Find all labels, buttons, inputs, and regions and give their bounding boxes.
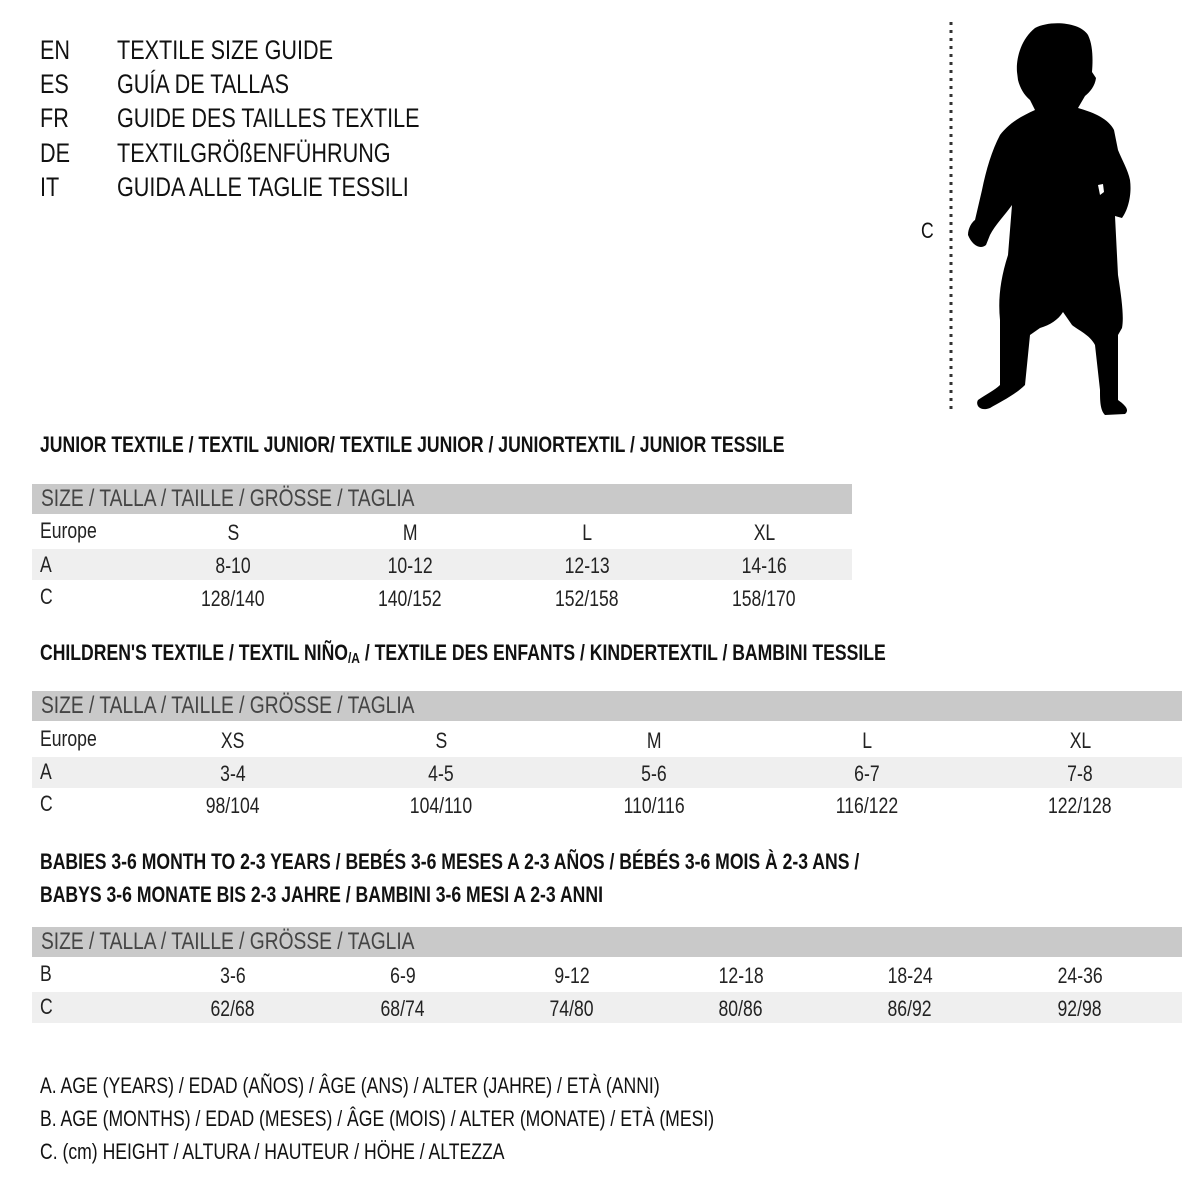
table-cell: 24-36 — [1057, 963, 1103, 988]
table-cell: 104/110 — [409, 793, 473, 818]
table-cell: 158/170 — [732, 586, 796, 611]
table-cell: 122/128 — [1048, 793, 1112, 818]
table-cell: S — [435, 728, 447, 753]
table-cell: 110/116 — [623, 793, 685, 818]
table-cell: 6-9 — [390, 963, 416, 988]
row-label: C — [40, 994, 53, 1019]
lang-code: EN — [40, 35, 71, 65]
table-cell: M — [402, 520, 418, 545]
lang-title: GUÍA DE TALLAS — [117, 69, 290, 99]
table-cell: XL — [1069, 728, 1091, 753]
table-cell: XS — [221, 728, 245, 753]
lang-code: DE — [40, 138, 71, 168]
table-cell: 6-7 — [854, 761, 880, 786]
row-label: Europe — [40, 518, 97, 543]
table-cell: 3-4 — [220, 761, 246, 786]
table-cell: 3-6 — [220, 963, 246, 988]
row-label: B — [40, 961, 52, 986]
lang-code: FR — [40, 103, 69, 133]
table-cell: 116/122 — [835, 793, 899, 818]
lang-title: GUIDE DES TAILLES TEXTILE — [117, 103, 420, 133]
lang-code: IT — [40, 172, 60, 202]
row-label: C — [40, 584, 53, 609]
children-heading: CHILDREN'S TEXTILE / TEXTIL NIÑO/A / TEX… — [40, 640, 886, 667]
table-cell: L — [582, 520, 592, 545]
lang-title: TEXTILE SIZE GUIDE — [117, 35, 334, 65]
table-cell: 4-5 — [428, 761, 454, 786]
lang-title: GUIDA ALLE TAGLIE TESSILI — [117, 172, 409, 202]
table-cell: 74/80 — [549, 996, 595, 1021]
table-cell: 152/158 — [555, 586, 619, 611]
table-cell: 14-16 — [741, 553, 787, 578]
legend-item-c: C. (cm) HEIGHT / ALTURA / HAUTEUR / HÖHE… — [40, 1139, 505, 1164]
row-stripe — [32, 549, 852, 580]
table-cell: L — [862, 728, 872, 753]
table-cell: 12-18 — [718, 963, 764, 988]
lang-title: TEXTILGRÖßENFÜHRUNG — [117, 138, 391, 168]
table-cell: 80/86 — [718, 996, 764, 1021]
table-cell: 18-24 — [887, 963, 933, 988]
babies-size-header: SIZE / TALLA / TAILLE / GRÖSSE / TAGLIA — [32, 927, 1182, 957]
table-cell: 128/140 — [201, 586, 265, 611]
junior-size-header: SIZE / TALLA / TAILLE / GRÖSSE / TAGLIA — [32, 484, 852, 514]
child-silhouette-icon — [949, 22, 1131, 416]
row-label: A — [40, 759, 52, 784]
table-cell: 10-12 — [387, 553, 433, 578]
table-cell: 7-8 — [1067, 761, 1093, 786]
legend-item-a: A. AGE (YEARS) / EDAD (AÑOS) / ÂGE (ANS)… — [40, 1073, 660, 1098]
row-stripe — [32, 992, 1182, 1023]
table-cell: 92/98 — [1057, 996, 1103, 1021]
table-cell: 12-13 — [564, 553, 610, 578]
row-label: Europe — [40, 726, 97, 751]
height-label: C — [921, 218, 934, 243]
babies-heading-line2: BABYS 3-6 MONATE BIS 2-3 JAHRE / BAMBINI… — [40, 882, 603, 907]
row-label: C — [40, 791, 53, 816]
table-cell: M — [646, 728, 662, 753]
table-cell: 140/152 — [378, 586, 442, 611]
row-label: A — [40, 552, 52, 577]
table-cell: 62/68 — [210, 996, 256, 1021]
children-size-header: SIZE / TALLA / TAILLE / GRÖSSE / TAGLIA — [32, 691, 1182, 721]
table-cell: 98/104 — [206, 793, 260, 818]
table-cell: 5-6 — [641, 761, 667, 786]
table-cell: 68/74 — [380, 996, 426, 1021]
table-cell: XL — [753, 520, 775, 545]
table-cell: 9-12 — [554, 963, 590, 988]
legend-item-b: B. AGE (MONTHS) / EDAD (MESES) / ÂGE (MO… — [40, 1106, 715, 1131]
row-stripe — [32, 757, 1182, 788]
lang-code: ES — [40, 69, 69, 99]
table-cell: S — [227, 520, 239, 545]
babies-heading-line1: BABIES 3-6 MONTH TO 2-3 YEARS / BEBÉS 3-… — [40, 849, 860, 874]
table-cell: 86/92 — [887, 996, 933, 1021]
junior-heading: JUNIOR TEXTILE / TEXTIL JUNIOR/ TEXTILE … — [40, 432, 785, 457]
table-cell: 8-10 — [215, 553, 251, 578]
